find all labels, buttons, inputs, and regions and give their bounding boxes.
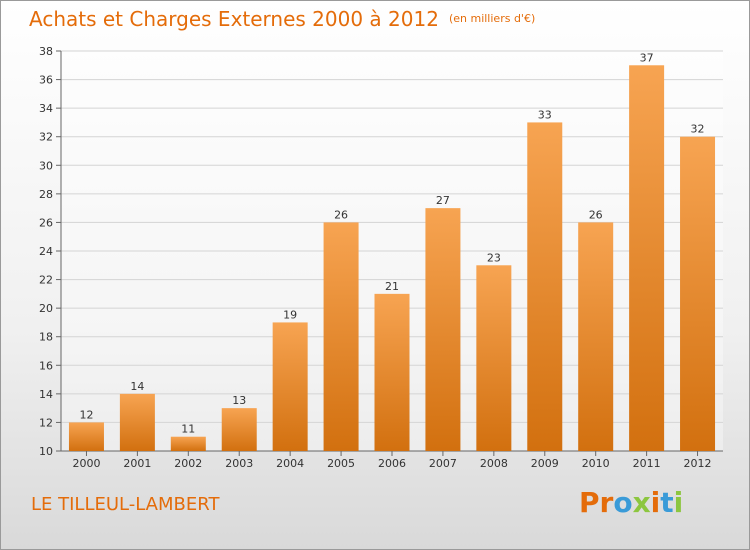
data-label: 12 — [79, 408, 93, 421]
bar — [680, 136, 716, 451]
title-text: Achats et Charges Externes 2000 à 2012 — [29, 7, 439, 31]
data-label: 14 — [130, 380, 144, 393]
data-label: 26 — [589, 208, 603, 221]
bar — [374, 293, 410, 451]
data-label: 26 — [334, 208, 348, 221]
y-tick-label: 36 — [39, 74, 53, 87]
logo-letter: r — [599, 486, 614, 519]
bar — [527, 122, 563, 451]
data-label: 11 — [181, 423, 195, 436]
proxiti-logo: Proxiti — [579, 486, 683, 519]
y-tick-label: 22 — [39, 274, 53, 287]
bar — [272, 322, 308, 451]
bar — [476, 265, 512, 451]
y-tick-label: 18 — [39, 331, 53, 344]
data-label: 19 — [283, 308, 297, 321]
y-tick-label: 20 — [39, 302, 53, 315]
logo-letter: i — [673, 486, 684, 519]
x-tick-label: 2000 — [72, 457, 100, 470]
y-tick-label: 38 — [39, 45, 53, 58]
data-label: 33 — [538, 108, 552, 121]
y-tick-label: 24 — [39, 245, 53, 258]
data-label: 32 — [691, 123, 705, 136]
x-tick-label: 2012 — [684, 457, 712, 470]
y-tick-label: 30 — [39, 159, 53, 172]
title-unit: (en milliers d'€) — [448, 12, 536, 25]
bar — [119, 393, 155, 451]
x-tick-label: 2008 — [480, 457, 508, 470]
data-label: 23 — [487, 251, 501, 264]
data-label: 13 — [232, 394, 246, 407]
x-tick-label: 2003 — [225, 457, 253, 470]
x-tick-label: 2009 — [531, 457, 559, 470]
bar — [425, 208, 461, 451]
data-label: 37 — [640, 51, 654, 64]
x-tick-label: 2005 — [327, 457, 355, 470]
x-tick-label: 2006 — [378, 457, 406, 470]
logo-letter: o — [613, 486, 633, 519]
y-tick-label: 32 — [39, 131, 53, 144]
logo-letter: P — [579, 486, 600, 519]
x-tick-label: 2011 — [633, 457, 661, 470]
x-tick-label: 2004 — [276, 457, 304, 470]
y-tick-label: 16 — [39, 359, 53, 372]
logo-letter: t — [660, 486, 674, 519]
bar — [578, 222, 614, 451]
chart-title: Achats et Charges Externes 2000 à 2012 (e… — [29, 7, 535, 31]
bar — [68, 422, 104, 451]
data-label: 21 — [385, 280, 399, 293]
bar — [323, 222, 359, 451]
x-tick-label: 2002 — [174, 457, 202, 470]
y-tick-label: 28 — [39, 188, 53, 201]
bar — [629, 65, 665, 452]
y-tick-label: 26 — [39, 216, 53, 229]
data-label: 27 — [436, 194, 450, 207]
logo-letter: i — [650, 486, 661, 519]
logo-letter: x — [632, 486, 651, 519]
y-tick-label: 12 — [39, 416, 53, 429]
x-tick-label: 2001 — [123, 457, 151, 470]
y-tick-label: 34 — [39, 102, 53, 115]
bar — [170, 436, 206, 451]
bar — [221, 408, 257, 451]
x-tick-label: 2010 — [582, 457, 610, 470]
x-tick-label: 2007 — [429, 457, 457, 470]
y-tick-label: 10 — [39, 445, 53, 458]
place-name: LE TILLEUL-LAMBERT — [31, 494, 220, 515]
y-tick-label: 14 — [39, 388, 53, 401]
